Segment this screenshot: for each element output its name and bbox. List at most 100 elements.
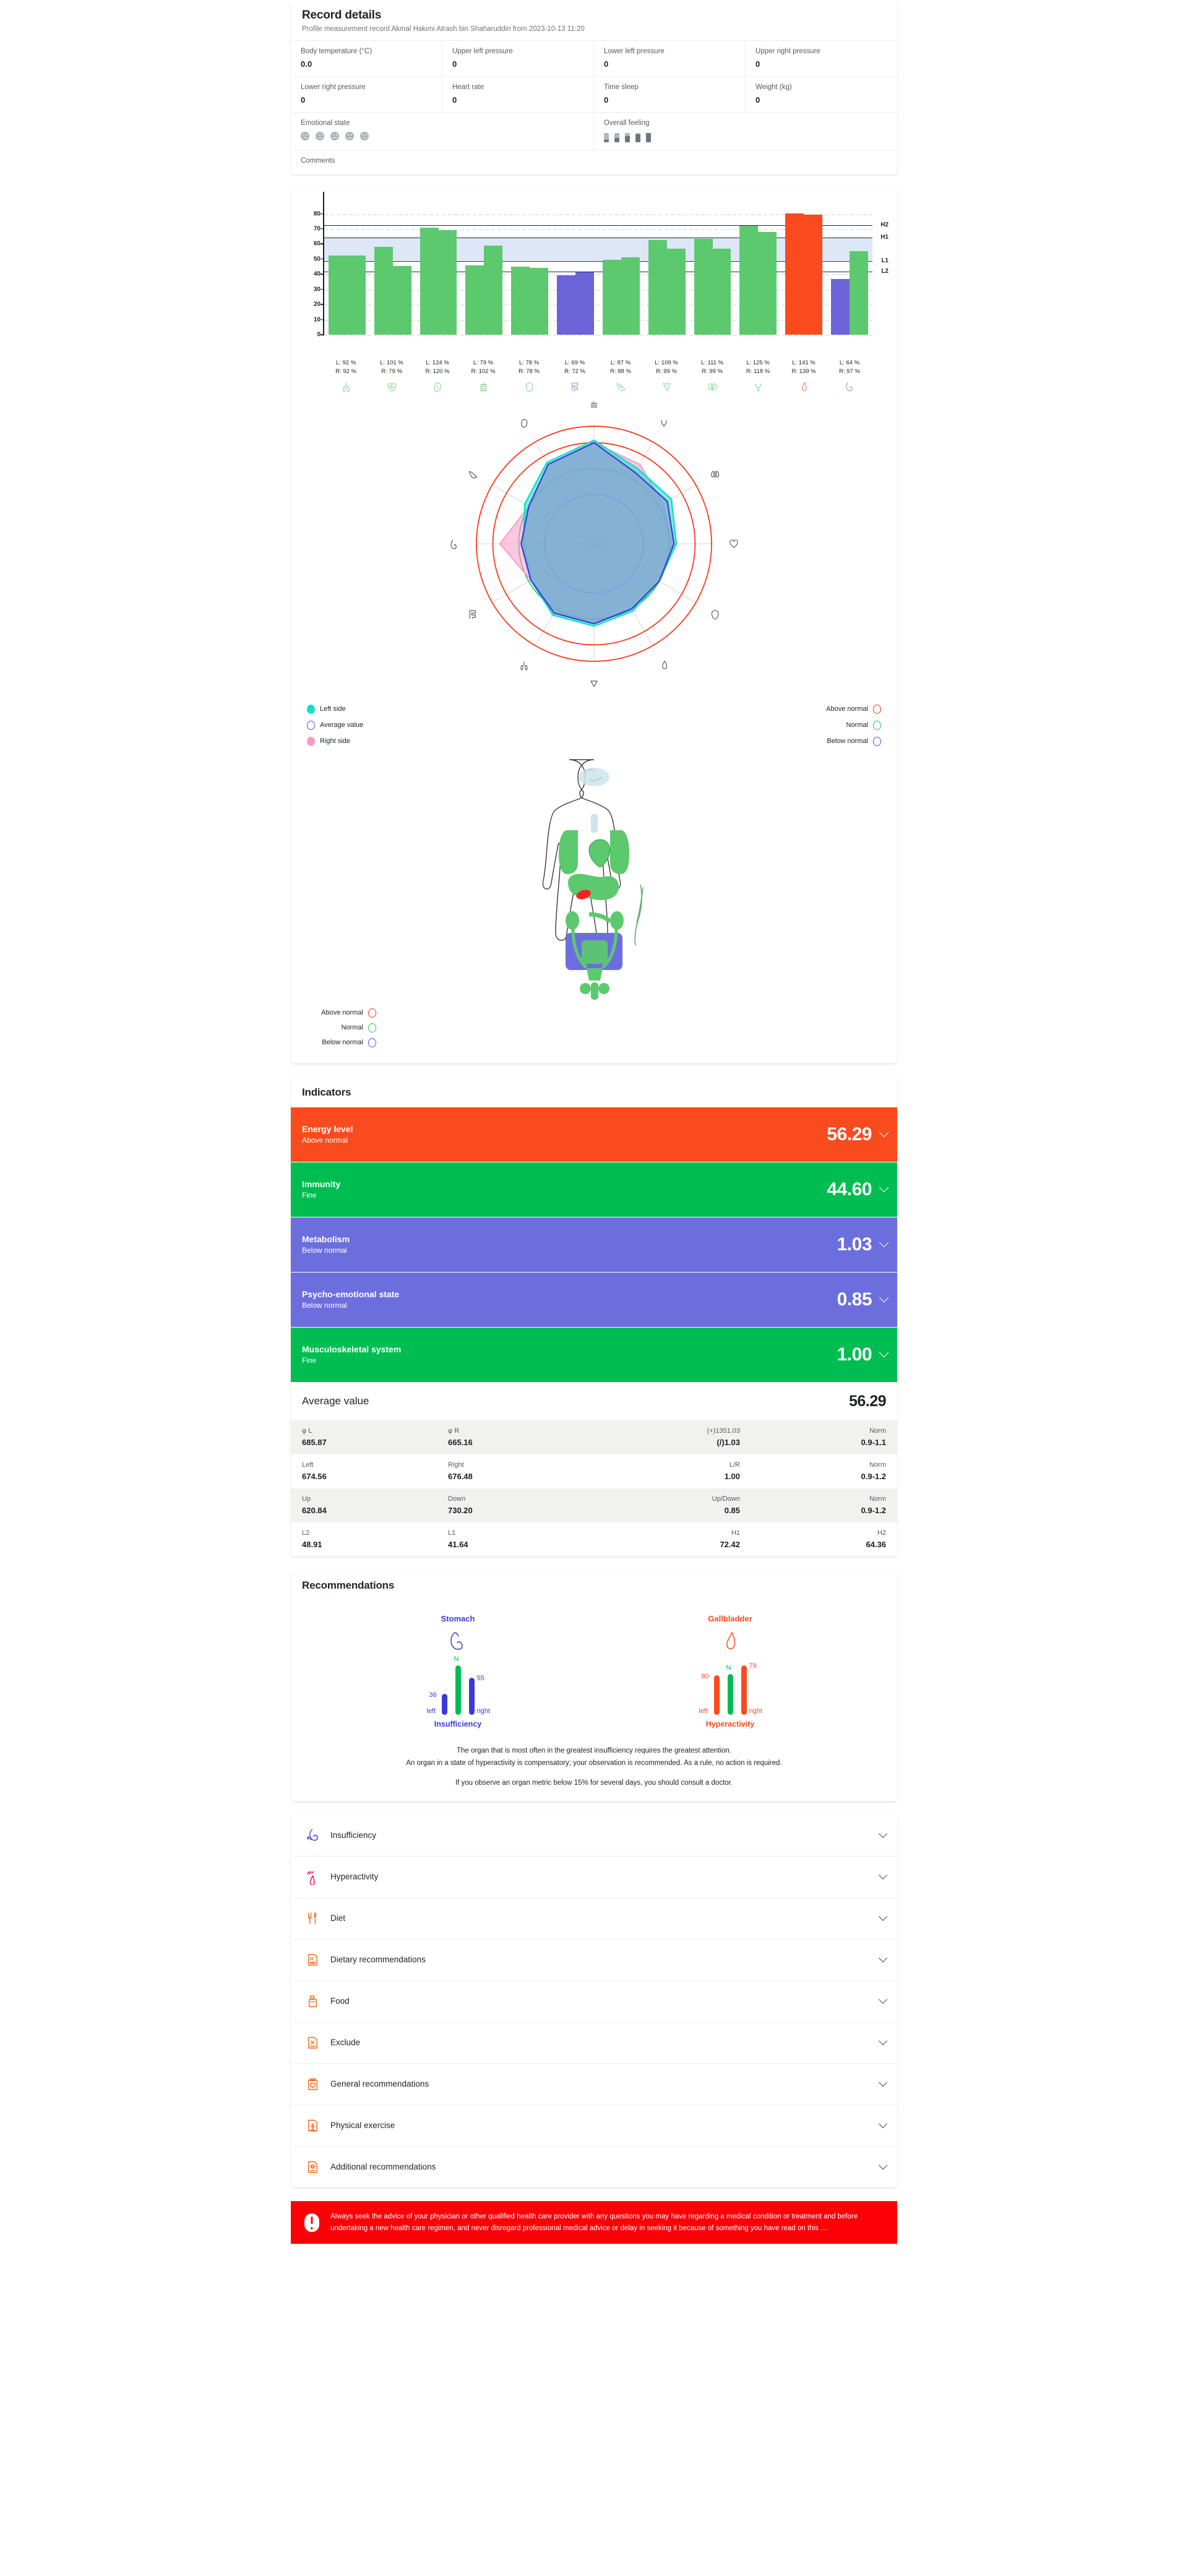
indicator-row[interactable]: Metabolism Below normal 1.03 [291, 1217, 897, 1273]
bar-side-label: left [699, 1707, 708, 1715]
organ-icon-cell[interactable] [644, 381, 689, 393]
feeling-level-5[interactable] [646, 133, 651, 142]
y-axis-tick [321, 334, 324, 335]
accordion-item-food[interactable]: Food [291, 1980, 897, 2022]
spleen-icon[interactable] [712, 609, 719, 620]
accordion-item-additional-recommendations[interactable]: Additional recommendations [291, 2145, 897, 2187]
indicator-row[interactable]: Psycho-emotional state Below normal 0.85 [291, 1272, 897, 1328]
liver-icon[interactable] [521, 419, 528, 427]
organ-icon-cell[interactable] [415, 381, 460, 393]
organ-icon-cell[interactable] [827, 381, 872, 393]
stomach-icon[interactable] [450, 539, 457, 549]
organ-icon-cell[interactable] [689, 381, 735, 393]
chevron-down-icon[interactable] [878, 2078, 888, 2087]
bar-group[interactable] [370, 202, 416, 335]
kidneys-icon[interactable] [711, 471, 720, 478]
organ-radar-chart [297, 401, 891, 698]
bar-group[interactable] [644, 202, 690, 335]
accordion-item-general-recommendations[interactable]: General recommendations [291, 2063, 897, 2105]
feeling-level-3[interactable] [625, 133, 630, 142]
chevron-down-icon[interactable] [878, 1954, 888, 1963]
chevron-down-icon[interactable] [878, 2119, 888, 2129]
face-very-sad-icon[interactable] [301, 132, 309, 140]
bar-group[interactable] [690, 202, 736, 335]
bar-right [621, 257, 640, 335]
indicator-row[interactable]: Immunity Fine 44.60 [291, 1162, 897, 1217]
bladder-icon[interactable] [661, 419, 667, 427]
lungs-icon[interactable] [520, 661, 528, 670]
overall-feeling-options [604, 131, 887, 142]
bar-group[interactable] [598, 202, 644, 335]
organ-icon-cell[interactable] [781, 381, 827, 393]
chevron-down-icon[interactable] [878, 1829, 888, 1839]
table-cell-value: 730.20 [448, 1505, 473, 1515]
colon-icon[interactable] [591, 401, 597, 407]
face-neutral-icon[interactable] [330, 132, 339, 140]
chevron-down-icon[interactable] [878, 1912, 888, 1921]
table-cell-value: 72.42 [720, 1539, 740, 1549]
organ-icon-cell[interactable] [323, 381, 369, 393]
table-cell-key: L2 [302, 1529, 310, 1537]
indicator-name: Metabolism [302, 1234, 350, 1245]
accordion-item-insufficiency[interactable]: Insufficiency [291, 1815, 897, 1856]
feeling-level-1[interactable] [604, 133, 609, 142]
organ-icon-cell[interactable] [735, 381, 781, 393]
organ-icon-cell[interactable] [506, 381, 552, 393]
chevron-down-icon[interactable] [878, 1871, 888, 1880]
pancreas-icon[interactable] [468, 471, 477, 478]
bar-group[interactable] [324, 202, 370, 335]
accordion-item-hyperactivity[interactable]: Hyperactivity [291, 1855, 897, 1897]
accordion-item-physical-exercise[interactable]: Physical exercise [291, 2104, 897, 2146]
field-value: 0.0 [301, 59, 312, 69]
bar-group[interactable] [461, 202, 507, 335]
face-sad-icon[interactable] [316, 132, 324, 140]
face-happy-icon[interactable] [345, 132, 354, 140]
indicator-row[interactable]: Musculoskeletal system Fine 1.00 [291, 1327, 897, 1383]
x-label-right: R: 92 % [335, 367, 356, 375]
bar-group[interactable] [553, 202, 598, 335]
record-details-card: Record details Profile measurement recor… [291, 0, 897, 174]
chevron-down-icon[interactable] [879, 1237, 889, 1248]
chevron-down-icon[interactable] [879, 1347, 889, 1358]
face-very-happy-icon[interactable] [360, 132, 369, 140]
table-cell-value: 0.9-1.2 [861, 1471, 886, 1481]
body-legend-normal: Normal [309, 1023, 376, 1033]
bar-left [785, 213, 804, 335]
accordion-item-diet[interactable]: Diet [291, 1897, 897, 1939]
mini-chart-title: Gallbladder [708, 1613, 752, 1623]
organ-icon-cell[interactable] [598, 381, 644, 393]
chevron-down-icon[interactable] [879, 1127, 889, 1138]
accordion-item-exclude[interactable]: Exclude [291, 2021, 897, 2063]
human-body-organs-svg[interactable] [520, 755, 668, 1002]
chevron-down-icon[interactable] [878, 2161, 888, 2170]
bar-group[interactable] [416, 202, 462, 335]
feeling-level-4[interactable] [635, 133, 640, 142]
indicator-status: Below normal [302, 1301, 347, 1310]
bar-group[interactable] [781, 202, 827, 335]
feeling-level-2[interactable] [614, 133, 619, 142]
x-axis-label: L: 124 % R: 120 % [415, 359, 460, 376]
gallbladder-icon [801, 382, 806, 391]
liver-lobe-icon[interactable] [590, 680, 598, 687]
chevron-down-icon[interactable] [878, 2037, 888, 2046]
bar-group[interactable] [735, 202, 781, 335]
bar-group[interactable] [827, 202, 872, 335]
indicator-row[interactable]: Energy level Above normal 56.29 [291, 1107, 897, 1162]
organ-icon-cell[interactable] [552, 381, 598, 393]
table-cell-value: 685.87 [302, 1437, 327, 1447]
organ-icon-cell[interactable] [460, 381, 506, 393]
radar-series-average [520, 441, 675, 624]
bar-group[interactable] [507, 202, 553, 335]
chevron-down-icon[interactable] [878, 1995, 888, 2004]
gallbladder-icon[interactable] [662, 660, 667, 669]
accordion-label: Diet [330, 1913, 346, 1923]
chevron-down-icon[interactable] [879, 1182, 889, 1193]
heart-icon[interactable] [730, 539, 738, 548]
intestine-icon[interactable] [469, 610, 476, 619]
accordion-item-dietary-recommendations[interactable]: Dietary recommendations [291, 1938, 897, 1980]
chevron-down-icon[interactable] [879, 1292, 889, 1303]
organ-icon-cell[interactable] [369, 381, 415, 393]
recommendations-card: Recommendations Stomach 36 left N [291, 1569, 897, 1801]
field-label: Lower left pressure [604, 48, 665, 55]
table-cell: Left 674.56 [302, 1461, 448, 1481]
